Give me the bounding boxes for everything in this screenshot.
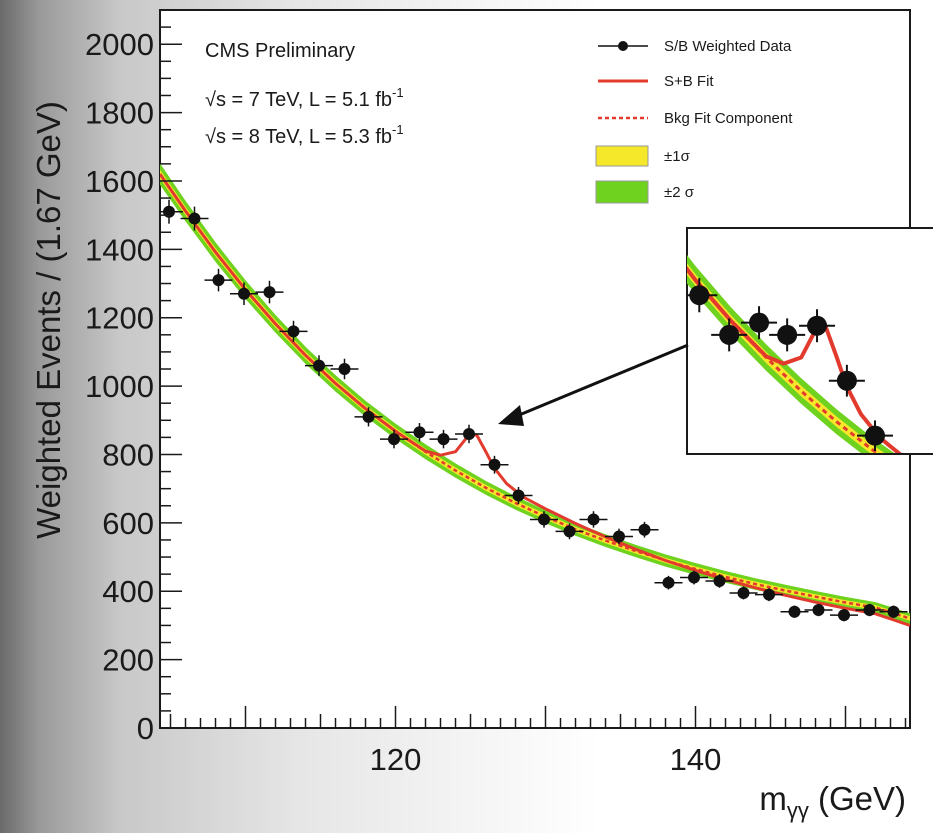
x-tick-label: 120 [370,742,422,777]
data-point [605,528,633,545]
y-tick-label: 0 [137,711,154,746]
y-tick-label: 1800 [85,96,154,131]
inset-data-point [799,309,836,343]
inset-data-point [917,486,933,514]
y-tick-label: 200 [102,643,154,678]
y-tick-label: 1000 [85,369,154,404]
data-point [180,206,209,231]
data-point [705,574,734,588]
data-point [879,605,908,618]
legend-label-data: S/B Weighted Data [664,38,792,55]
inset-data-point [857,420,894,451]
data-point [654,575,683,590]
data-point [429,429,458,449]
data-point [630,521,659,538]
data-point [480,455,509,474]
data-point [530,511,558,528]
x-tick-label: 140 [670,742,722,777]
y-tick-label: 1400 [85,232,154,267]
data-point [279,320,308,342]
data-point [504,486,533,505]
x-axis-title: mγγ (GeV) [759,780,906,823]
inset-data-point [687,278,718,313]
data-point [455,424,483,444]
legend-band1-swatch [595,145,649,167]
y-axis-title: Weighted Events / (1.67 GeV) [30,101,67,539]
legend-label-bkg: Bkg Fit Component [664,110,793,127]
data-point [729,586,758,600]
annotation-7tev: √s = 7 TeV, L = 5.1 fb-1 [205,85,404,111]
inset-data-point [828,364,865,397]
legend-band2-swatch [595,180,649,204]
data-point [405,423,434,442]
y-tick-label: 2000 [85,27,154,62]
data-point [680,570,708,585]
legend: S/B Weighted Data S+B Fit Bkg Fit Compon… [595,38,793,204]
annotation-cms: CMS Preliminary [205,40,355,62]
legend-label-band1: ±1σ [664,148,691,165]
y-tick-label: 1200 [85,301,154,336]
data-point [555,523,584,540]
data-point [354,407,383,427]
legend-label-fit: S+B Fit [664,73,714,90]
data-point [780,605,809,618]
legend-data-marker [618,41,628,51]
data-point [204,268,233,292]
y-tick-label: 800 [102,437,154,472]
y-tick-label: 1600 [85,164,154,199]
data-point [380,429,408,449]
data-point [755,588,783,602]
y-tick-label: 600 [102,506,154,541]
inset-data-point [741,306,778,340]
y-tick-label: 400 [102,574,154,609]
data-point [830,609,858,622]
data-point [579,511,608,528]
data-point [804,603,833,617]
legend-label-band2: ±2 σ [664,184,695,201]
data-point [305,355,333,376]
zoom-arrow [498,343,689,426]
inset-data-point [769,318,806,352]
data-point [330,358,359,380]
inset-data-point [711,318,748,352]
data-point [230,282,258,306]
inset-panel [686,227,933,514]
data-point [255,280,284,304]
annotation-8tev: √s = 8 TeV, L = 5.3 fb-1 [205,122,404,148]
data-point [855,603,884,617]
